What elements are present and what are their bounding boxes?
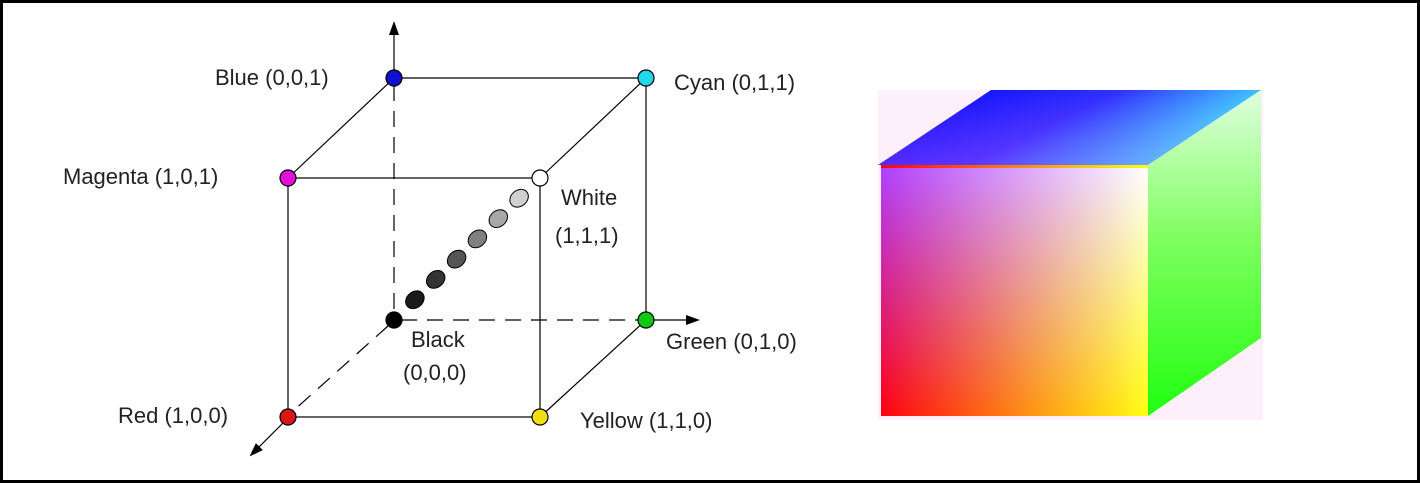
black-label-line2: (0,0,0) (403, 360, 467, 385)
rgb-color-cube (878, 90, 1263, 420)
x-axis-hidden (292, 325, 389, 412)
magenta-vertex (279, 169, 297, 187)
gray-dot (425, 270, 446, 289)
cyan-vertex (637, 69, 655, 87)
blue-label: Blue (0,0,1) (215, 65, 329, 90)
black-vertex (385, 311, 403, 329)
gray-dot (405, 290, 425, 310)
white-label-line1: White (561, 185, 617, 210)
green-vertex (637, 311, 655, 329)
x-axis (249, 422, 284, 457)
red-vertex (279, 408, 297, 426)
gray-dot (446, 249, 467, 269)
cyan-label: Cyan (0,1,1) (674, 70, 795, 95)
gray-dot (467, 229, 488, 249)
vertex-dots (279, 69, 655, 426)
cube-front-face-top (881, 165, 1148, 416)
cube-side-face (1148, 90, 1261, 416)
blue-vertex (385, 69, 403, 87)
white-label-line2: (1,1,1) (555, 223, 619, 248)
red-label: Red (1,0,0) (118, 403, 228, 428)
white-vertex (531, 169, 549, 187)
gray-dot (509, 188, 529, 208)
cube-edges (287, 77, 647, 418)
gray-dot (488, 209, 509, 228)
axes (249, 21, 700, 457)
magenta-label: Magenta (1,0,1) (63, 164, 218, 189)
cube-top-face-fade (878, 90, 1261, 165)
green-label: Green (0,1,0) (666, 329, 797, 354)
black-label-line1: Black (411, 327, 466, 352)
yellow-label: Yellow (1,1,0) (580, 408, 712, 433)
grayscale-diagonal (405, 188, 529, 310)
yellow-vertex (531, 408, 549, 426)
rgb-cube-diagram: Blue (0,0,1) Cyan (0,1,1) Magenta (1,0,1… (63, 21, 1263, 457)
